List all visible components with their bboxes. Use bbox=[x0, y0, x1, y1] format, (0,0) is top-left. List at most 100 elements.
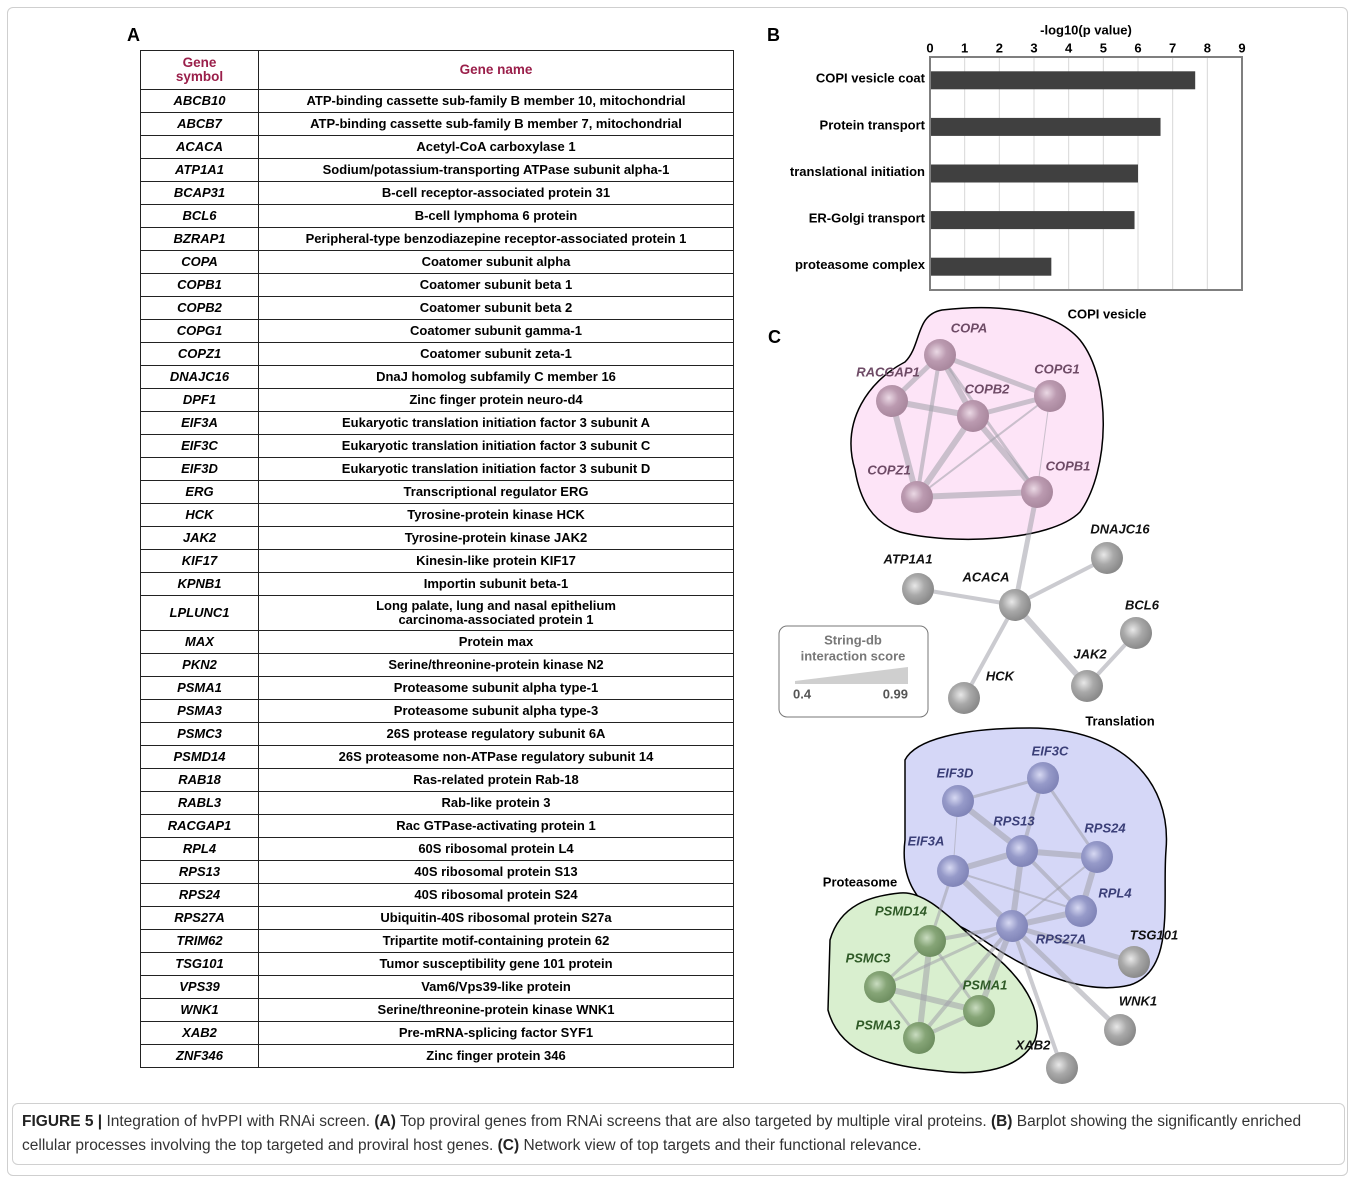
legend-wedge bbox=[795, 667, 908, 684]
gene-name: Zinc finger protein 346 bbox=[258, 1044, 734, 1068]
x-tick-label: 7 bbox=[1169, 40, 1176, 55]
node-label: PSMA3 bbox=[856, 1017, 902, 1032]
table-row: EIF3C Eukaryotic translation initiation f… bbox=[140, 434, 734, 458]
gene-table: Gene symbol Gene name ABCB10 ATP-binding c… bbox=[140, 50, 734, 1068]
x-tick-label: 1 bbox=[961, 40, 968, 55]
node bbox=[903, 1022, 935, 1054]
gene-name: Coatomer subunit alpha bbox=[258, 250, 734, 274]
caption-text: Top proviral genes from RNAi screens tha… bbox=[399, 1113, 987, 1130]
gene-symbol: TRIM62 bbox=[140, 929, 259, 953]
node bbox=[1091, 542, 1123, 574]
gene-symbol: PSMA1 bbox=[140, 676, 259, 700]
node bbox=[864, 971, 896, 1003]
node bbox=[1081, 841, 1113, 873]
gene-symbol: EIF3A bbox=[140, 411, 259, 435]
gene-name: ATP-binding cassette sub-family B member… bbox=[258, 89, 734, 113]
edge bbox=[1013, 556, 1109, 607]
table-row: LPLUNC1 Long palate, lung and nasal epith… bbox=[140, 595, 734, 631]
edge bbox=[1009, 923, 1137, 965]
node bbox=[914, 925, 946, 957]
gene-symbol: VPS39 bbox=[140, 975, 259, 999]
node-label: RPS24 bbox=[1084, 820, 1126, 835]
gene-symbol: XAB2 bbox=[140, 1021, 259, 1045]
table-row: BCL6 B-cell lymphoma 6 protein bbox=[140, 204, 734, 228]
node-label: DNAJC16 bbox=[1090, 521, 1150, 536]
node-label: EIF3D bbox=[937, 765, 974, 780]
gene-symbol: COPZ1 bbox=[140, 342, 259, 366]
x-tick-label: 6 bbox=[1134, 40, 1141, 55]
gene-name: Coatomer subunit beta 1 bbox=[258, 273, 734, 297]
gene-name: Eukaryotic translation initiation factor… bbox=[258, 434, 734, 458]
node bbox=[957, 400, 989, 432]
node bbox=[999, 589, 1031, 621]
gene-name: 26S protease regulatory subunit 6A bbox=[258, 722, 734, 746]
x-tick-label: 2 bbox=[996, 40, 1003, 55]
node-label: WNK1 bbox=[1119, 993, 1157, 1008]
bar bbox=[930, 71, 1196, 90]
node-label: PSMC3 bbox=[846, 950, 892, 965]
gene-name: Zinc finger protein neuro-d4 bbox=[258, 388, 734, 412]
node bbox=[1027, 762, 1059, 794]
gene-symbol: DPF1 bbox=[140, 388, 259, 412]
x-tick-label: 0 bbox=[926, 40, 933, 55]
node bbox=[1120, 617, 1152, 649]
table-row: TRIM62 Tripartite motif-containing protei… bbox=[140, 929, 734, 953]
x-tick-label: 8 bbox=[1204, 40, 1211, 55]
gene-name: B-cell lymphoma 6 protein bbox=[258, 204, 734, 228]
gene-symbol: MAX bbox=[140, 630, 259, 654]
gene-symbol: LPLUNC1 bbox=[140, 595, 259, 631]
node bbox=[1046, 1052, 1078, 1084]
node-label: PSMA1 bbox=[963, 977, 1008, 992]
gene-symbol: ABCB10 bbox=[140, 89, 259, 113]
table-row: RPL4 60S ribosomal protein L4 bbox=[140, 837, 734, 861]
gene-symbol: ACACA bbox=[140, 135, 259, 159]
table-row: PSMD14 26S proteasome non-ATPase regulato… bbox=[140, 745, 734, 769]
x-tick-label: 9 bbox=[1238, 40, 1245, 55]
table-row: RAB18 Ras-related protein Rab-18 bbox=[140, 768, 734, 792]
node-label: COPZ1 bbox=[867, 462, 910, 477]
gene-name: Sodium/potassium-transporting ATPase sub… bbox=[258, 158, 734, 182]
gene-symbol: ZNF346 bbox=[140, 1044, 259, 1068]
gene-symbol: WNK1 bbox=[140, 998, 259, 1022]
y-tick-label: ER-Golgi transport bbox=[809, 211, 926, 226]
gene-symbol: PSMC3 bbox=[140, 722, 259, 746]
edge bbox=[937, 352, 1053, 399]
gene-symbol: RACGAP1 bbox=[140, 814, 259, 838]
node-label: HCK bbox=[986, 668, 1016, 683]
gene-symbol: EIF3D bbox=[140, 457, 259, 481]
legend-box bbox=[778, 625, 929, 718]
table-row: TSG101 Tumor susceptibility gene 101 prot… bbox=[140, 952, 734, 976]
gene-name: Ubiquitin-40S ribosomal protein S27a bbox=[258, 906, 734, 930]
gene-name: Coatomer subunit gamma-1 bbox=[258, 319, 734, 343]
gene-name: Tyrosine-protein kinase HCK bbox=[258, 503, 734, 527]
table-row: RPS24 40S ribosomal protein S24 bbox=[140, 883, 734, 907]
node bbox=[901, 481, 933, 513]
gene-name: Coatomer subunit zeta-1 bbox=[258, 342, 734, 366]
gene-name: Tyrosine-protein kinase JAK2 bbox=[258, 526, 734, 550]
caption-tag: (B) bbox=[990, 1113, 1013, 1130]
y-tick-label: Protein transport bbox=[820, 117, 926, 132]
gene-name: Eukaryotic translation initiation factor… bbox=[258, 457, 734, 481]
gene-name: B-cell receptor-associated protein 31 bbox=[258, 181, 734, 205]
node bbox=[1006, 835, 1038, 867]
table-row: KPNB1 Importin subunit beta-1 bbox=[140, 572, 734, 596]
gene-symbol: BCAP31 bbox=[140, 181, 259, 205]
gene-symbol: RPS24 bbox=[140, 883, 259, 907]
table-row: JAK2 Tyrosine-protein kinase JAK2 bbox=[140, 526, 734, 550]
table-row: ABCB7 ATP-binding cassette sub-family B m… bbox=[140, 112, 734, 136]
node bbox=[1118, 946, 1150, 978]
node-label: COPB2 bbox=[965, 381, 1011, 396]
edge bbox=[915, 353, 942, 499]
table-row: ABCB10 ATP-binding cassette sub-family B … bbox=[140, 89, 734, 113]
node bbox=[1034, 380, 1066, 412]
table-row: VPS39 Vam6/Vps39-like protein bbox=[140, 975, 734, 999]
gene-symbol: PSMA3 bbox=[140, 699, 259, 723]
edge bbox=[1012, 489, 1040, 608]
edge bbox=[916, 395, 1051, 498]
node bbox=[1104, 1014, 1136, 1046]
table-row: COPB2 Coatomer subunit beta 2 bbox=[140, 296, 734, 320]
gene-symbol: RPS13 bbox=[140, 860, 259, 884]
gene-name: 40S ribosomal protein S13 bbox=[258, 860, 734, 884]
